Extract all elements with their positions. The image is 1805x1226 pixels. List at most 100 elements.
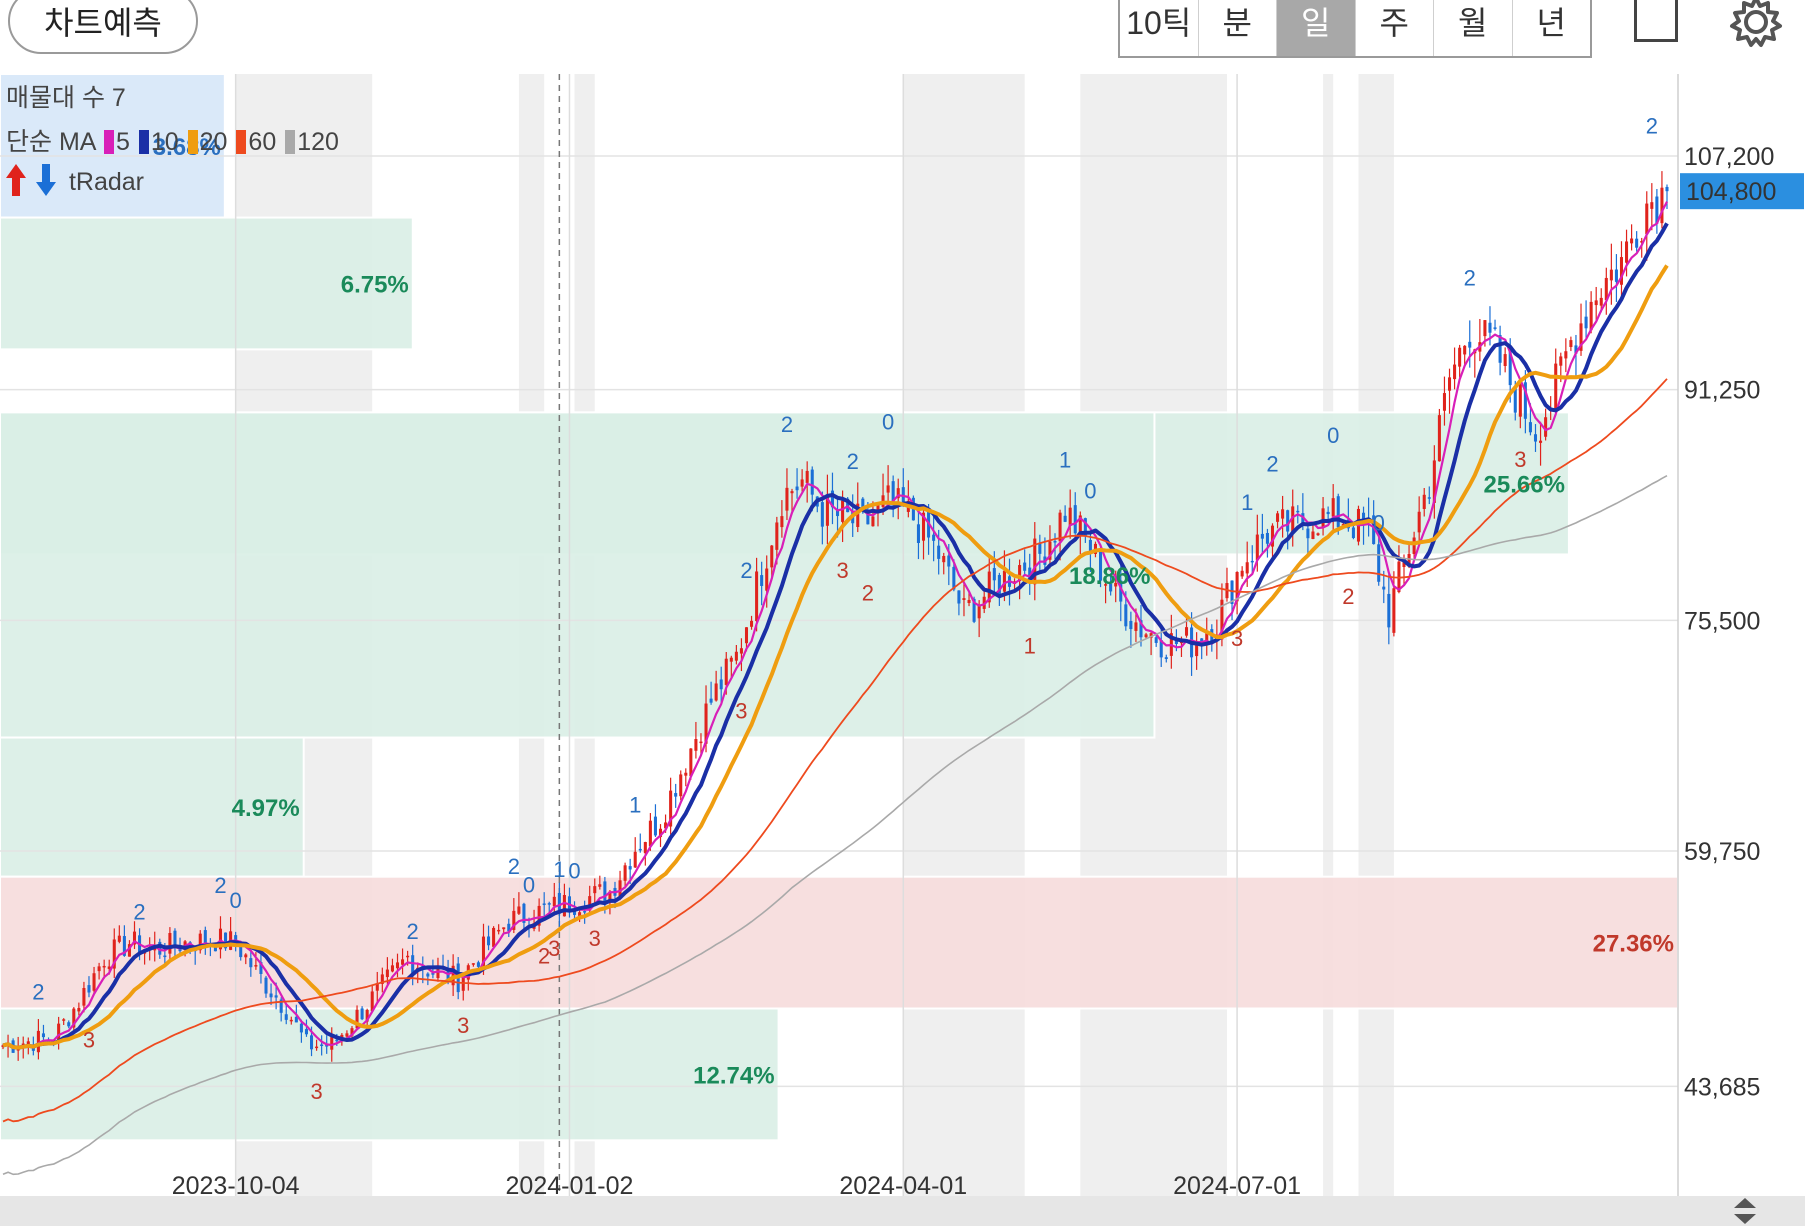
volume-profile-legend: 매물대 수 7 [6, 78, 126, 114]
y-tick-label-3: 59,750 [1684, 838, 1760, 866]
candle-body-33 [168, 933, 172, 954]
candle-body-262 [1326, 511, 1330, 515]
candle-body-322 [1630, 238, 1634, 244]
candle-body-100 [507, 923, 511, 932]
candle-body-110 [557, 892, 561, 914]
candle-body-275 [1392, 588, 1396, 633]
candle-body-126 [638, 848, 642, 851]
candle-body-211 [1068, 507, 1072, 526]
volume-profile-count: 매물대 수 7 [6, 84, 126, 112]
candle-body-181 [916, 524, 920, 543]
candle-body-234 [1184, 627, 1189, 636]
candle-body-133 [674, 793, 678, 797]
candle-body-288 [1458, 347, 1462, 367]
candle-body-103 [522, 903, 526, 923]
ma-line-60 [2, 378, 1668, 1123]
wave-marker-18: 2 [781, 412, 793, 437]
fullscreen-icon[interactable] [1634, 0, 1678, 42]
candle-body-191 [967, 599, 971, 603]
tab-10tick[interactable]: 10틱 [1120, 0, 1199, 56]
candle-body-230 [1164, 657, 1168, 659]
candle-body-215 [1088, 539, 1092, 552]
candle-body-313 [1584, 316, 1588, 329]
candle-body-95 [481, 936, 486, 968]
candle-body-108 [547, 903, 551, 905]
candle-body-51 [259, 962, 263, 974]
candle-body-13 [67, 1022, 71, 1027]
candle-body-244 [1235, 571, 1239, 602]
candle-body-68 [345, 1033, 349, 1037]
tab-week[interactable]: 주 [1356, 0, 1434, 56]
tab-month[interactable]: 월 [1434, 0, 1513, 56]
candle-body-218 [1104, 584, 1108, 586]
candle-body-99 [502, 927, 506, 930]
candle-body-47 [239, 942, 243, 958]
candle-body-142 [719, 679, 723, 690]
wave-marker-6: 2 [407, 919, 419, 944]
tab-year[interactable]: 년 [1536, 5, 1566, 41]
candle-body-261 [1321, 508, 1325, 528]
candle-body-50 [254, 965, 258, 967]
candle-body-272 [1377, 544, 1381, 582]
candle-body-280 [1417, 511, 1421, 533]
candle-body-58 [294, 1016, 298, 1023]
candle-body-44 [224, 932, 228, 949]
candle-body-273 [1382, 586, 1386, 590]
candle-body-88 [446, 970, 450, 983]
scroll-handle-icon[interactable] [1730, 1196, 1760, 1226]
candle-body-40 [203, 930, 207, 945]
candle-body-164 [830, 490, 834, 508]
candle-body-173 [876, 503, 880, 512]
candle-body-66 [335, 1039, 339, 1042]
candle-body-207 [1048, 541, 1052, 560]
wave-marker-7: 3 [457, 1013, 469, 1038]
wave-marker-3: 2 [214, 873, 226, 898]
wave-marker-13: 0 [568, 858, 580, 883]
candle-body-182 [921, 512, 926, 541]
candle-body-286 [1447, 377, 1452, 391]
candle-body-324 [1640, 241, 1644, 243]
candle-body-25 [127, 944, 131, 957]
candle-body-111 [562, 895, 566, 917]
candle-body-245 [1240, 570, 1244, 577]
candle-body-267 [1351, 527, 1355, 539]
candle-body-249 [1260, 533, 1264, 539]
candle-body-114 [578, 912, 582, 918]
candle-body-139 [704, 703, 708, 744]
current-price-badge [1680, 173, 1804, 210]
wave-marker-34: 2 [1646, 114, 1658, 139]
candle-body-120 [608, 891, 612, 903]
candle-body-314 [1589, 301, 1593, 331]
wave-marker-28: 2 [1266, 452, 1278, 477]
candle-body-129 [653, 816, 657, 836]
candle-body-113 [573, 909, 577, 915]
volume-profile-labels: 3.68% 6.75% 25.66% 18.86% 4.97% 27.36% 12.74% [153, 134, 1674, 1090]
candle-body-128 [648, 820, 652, 847]
candle-body-228 [1154, 637, 1158, 643]
tab-day[interactable]: 일 [1277, 0, 1356, 56]
x-tick-label-3: 2024-07-01 [1173, 1172, 1301, 1196]
candle-body-217 [1099, 548, 1103, 581]
candle-body-39 [198, 933, 202, 951]
ma120-swatch [285, 130, 296, 154]
candle-body-204 [1033, 538, 1037, 585]
gear-icon[interactable] [1728, 0, 1784, 50]
candle-body-260 [1316, 533, 1320, 536]
wave-marker-29: 0 [1327, 423, 1339, 448]
candle-body-77 [390, 965, 394, 972]
candle-body-213 [1078, 515, 1082, 537]
volume-profile-band-1 [0, 216, 414, 351]
candle-body-52 [264, 977, 268, 994]
ma20-swatch [187, 130, 198, 154]
chart-predict-button[interactable]: 차트예측 [8, 0, 198, 54]
candle-body-56 [284, 1014, 288, 1020]
wave-marker-11: 3 [548, 936, 560, 961]
candle-body-3 [16, 1049, 20, 1051]
candle-body-148 [750, 620, 754, 627]
y-tick-label-0: 107,200 [1684, 143, 1774, 171]
candle-body-150 [760, 575, 764, 586]
tab-minute[interactable]: 분 [1199, 0, 1277, 56]
candle-body-203 [1028, 567, 1032, 580]
wave-marker-23: 1 [1024, 633, 1036, 658]
